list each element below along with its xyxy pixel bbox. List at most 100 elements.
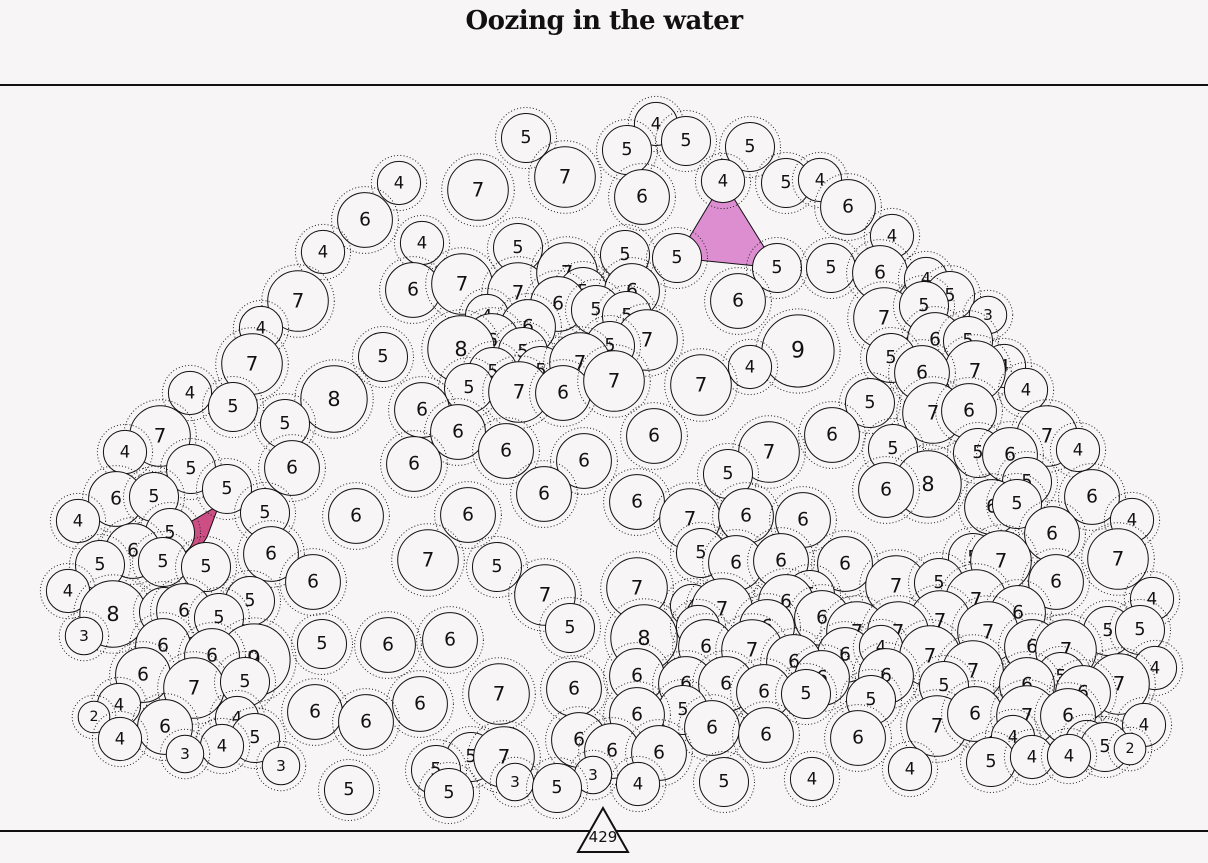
bubble[interactable]: 4 [609,755,667,813]
bubbles-layer[interactable]: 5455577464546644555554645767775665567534… [39,95,1184,824]
bubble-circle[interactable] [424,768,474,818]
bubble[interactable]: 5 [697,443,759,505]
bubble[interactable]: 8 [294,359,374,439]
bubble-circle[interactable] [534,146,596,208]
bubble-circle[interactable] [845,378,895,428]
bubble-circle[interactable] [392,676,448,732]
bubble[interactable]: 5 [719,116,781,178]
bubble[interactable]: 5 [596,119,658,181]
bubble[interactable]: 6 [732,701,800,769]
bubble-circle[interactable] [710,273,766,329]
bubble[interactable]: 6 [550,427,618,495]
bubble[interactable]: 5 [418,762,480,824]
bubble[interactable]: 2 [1107,726,1153,772]
bubble-circle[interactable] [1087,528,1149,590]
bubble[interactable]: 7 [732,415,806,489]
bubble[interactable]: 6 [472,417,540,485]
bubble[interactable]: 7 [441,153,515,227]
bubble[interactable]: 7 [528,140,602,214]
bubble[interactable]: 6 [331,186,399,254]
bubble[interactable]: 6 [1058,463,1126,531]
bubble-circle[interactable] [615,761,661,807]
bubble[interactable]: 4 [49,492,107,550]
bubble[interactable]: 4 [1040,727,1098,785]
bubble[interactable]: 6 [279,548,347,616]
bubble[interactable]: 2 [71,694,117,740]
bubble[interactable]: 5 [352,326,414,388]
bubble[interactable]: 4 [91,710,149,768]
bubble[interactable]: 6 [380,430,448,498]
bubble-circle[interactable] [264,440,320,496]
bubble-circle[interactable] [516,466,572,522]
bubble[interactable]: 4 [393,214,451,272]
bubble[interactable]: 5 [655,110,717,172]
bubble-circle[interactable] [700,158,746,204]
bubble-circle[interactable] [440,487,496,543]
bubble[interactable]: 5 [69,534,131,596]
bubble[interactable]: 7 [1081,522,1155,596]
bubble-circle[interactable] [208,382,258,432]
bubble[interactable]: 4 [370,154,428,212]
bubble[interactable]: 5 [466,536,528,598]
bubble[interactable]: 7 [664,348,738,422]
bubble[interactable]: 6 [824,704,892,772]
bubble-circle[interactable] [328,488,384,544]
bubble[interactable]: 5 [693,751,755,813]
bubble[interactable]: 6 [620,402,688,470]
bubble[interactable]: 5 [526,757,588,819]
bubble-circle[interactable] [338,694,394,750]
bubble[interactable]: 5 [986,473,1048,535]
bubble[interactable]: 5 [775,663,837,725]
bubble-circle[interactable] [297,619,347,669]
bubble-circle[interactable] [789,756,835,802]
bubble-circle[interactable] [285,554,341,610]
bubble[interactable]: 3 [159,728,211,780]
bubble[interactable]: 5 [196,458,258,520]
bubble[interactable]: 5 [800,237,862,299]
bubble-circle[interactable] [556,433,612,489]
bubble[interactable]: 6 [332,688,400,756]
bubble-circle[interactable] [300,365,368,433]
bubble[interactable]: 4 [783,750,841,808]
bubble-circle[interactable] [752,243,802,293]
bubble-circle[interactable] [397,529,459,591]
bubble[interactable]: 6 [510,460,578,528]
bubble[interactable]: 6 [416,606,484,674]
bubble[interactable]: 5 [202,376,264,438]
bubble-circle[interactable] [324,765,374,815]
bubble-circle[interactable] [661,116,711,166]
bubble-circle[interactable] [1046,733,1092,779]
bubble-circle[interactable] [97,716,143,762]
bubble[interactable]: 7 [391,523,465,597]
bubble[interactable]: 5 [318,759,380,821]
bubble[interactable]: 6 [852,456,920,524]
bubble[interactable]: 6 [281,678,349,746]
bubble-circle[interactable] [614,169,670,225]
bubble[interactable]: 4 [1049,421,1107,479]
bubble-circle[interactable] [243,526,299,582]
bubble-circle[interactable] [817,536,873,592]
bubble[interactable]: 5 [291,613,353,675]
bubble-circle[interactable] [447,159,509,221]
bubble-circle[interactable] [267,270,329,332]
bubble[interactable]: 5 [839,372,901,434]
bubble-circle[interactable] [727,344,773,390]
bubble-circle[interactable] [468,663,530,725]
bubble[interactable]: 6 [769,486,837,554]
bubble-circle[interactable] [165,734,205,774]
bubble-circle[interactable] [1055,427,1101,473]
bubble-circle[interactable] [820,179,876,235]
bubble[interactable]: 6 [540,655,608,723]
bubble[interactable]: 9 [755,308,841,394]
bubble-circle[interactable] [478,423,534,479]
bubble[interactable]: 5 [646,227,708,289]
bubble-circle[interactable] [55,498,101,544]
bubble-circle[interactable] [300,229,346,275]
bubble[interactable]: 6 [608,163,676,231]
bubble-circle[interactable] [360,617,416,673]
bubble-circle[interactable] [167,370,213,416]
bubble-circle[interactable] [472,542,522,592]
bubble-circle[interactable] [337,192,393,248]
bubble[interactable]: 5 [539,597,601,659]
